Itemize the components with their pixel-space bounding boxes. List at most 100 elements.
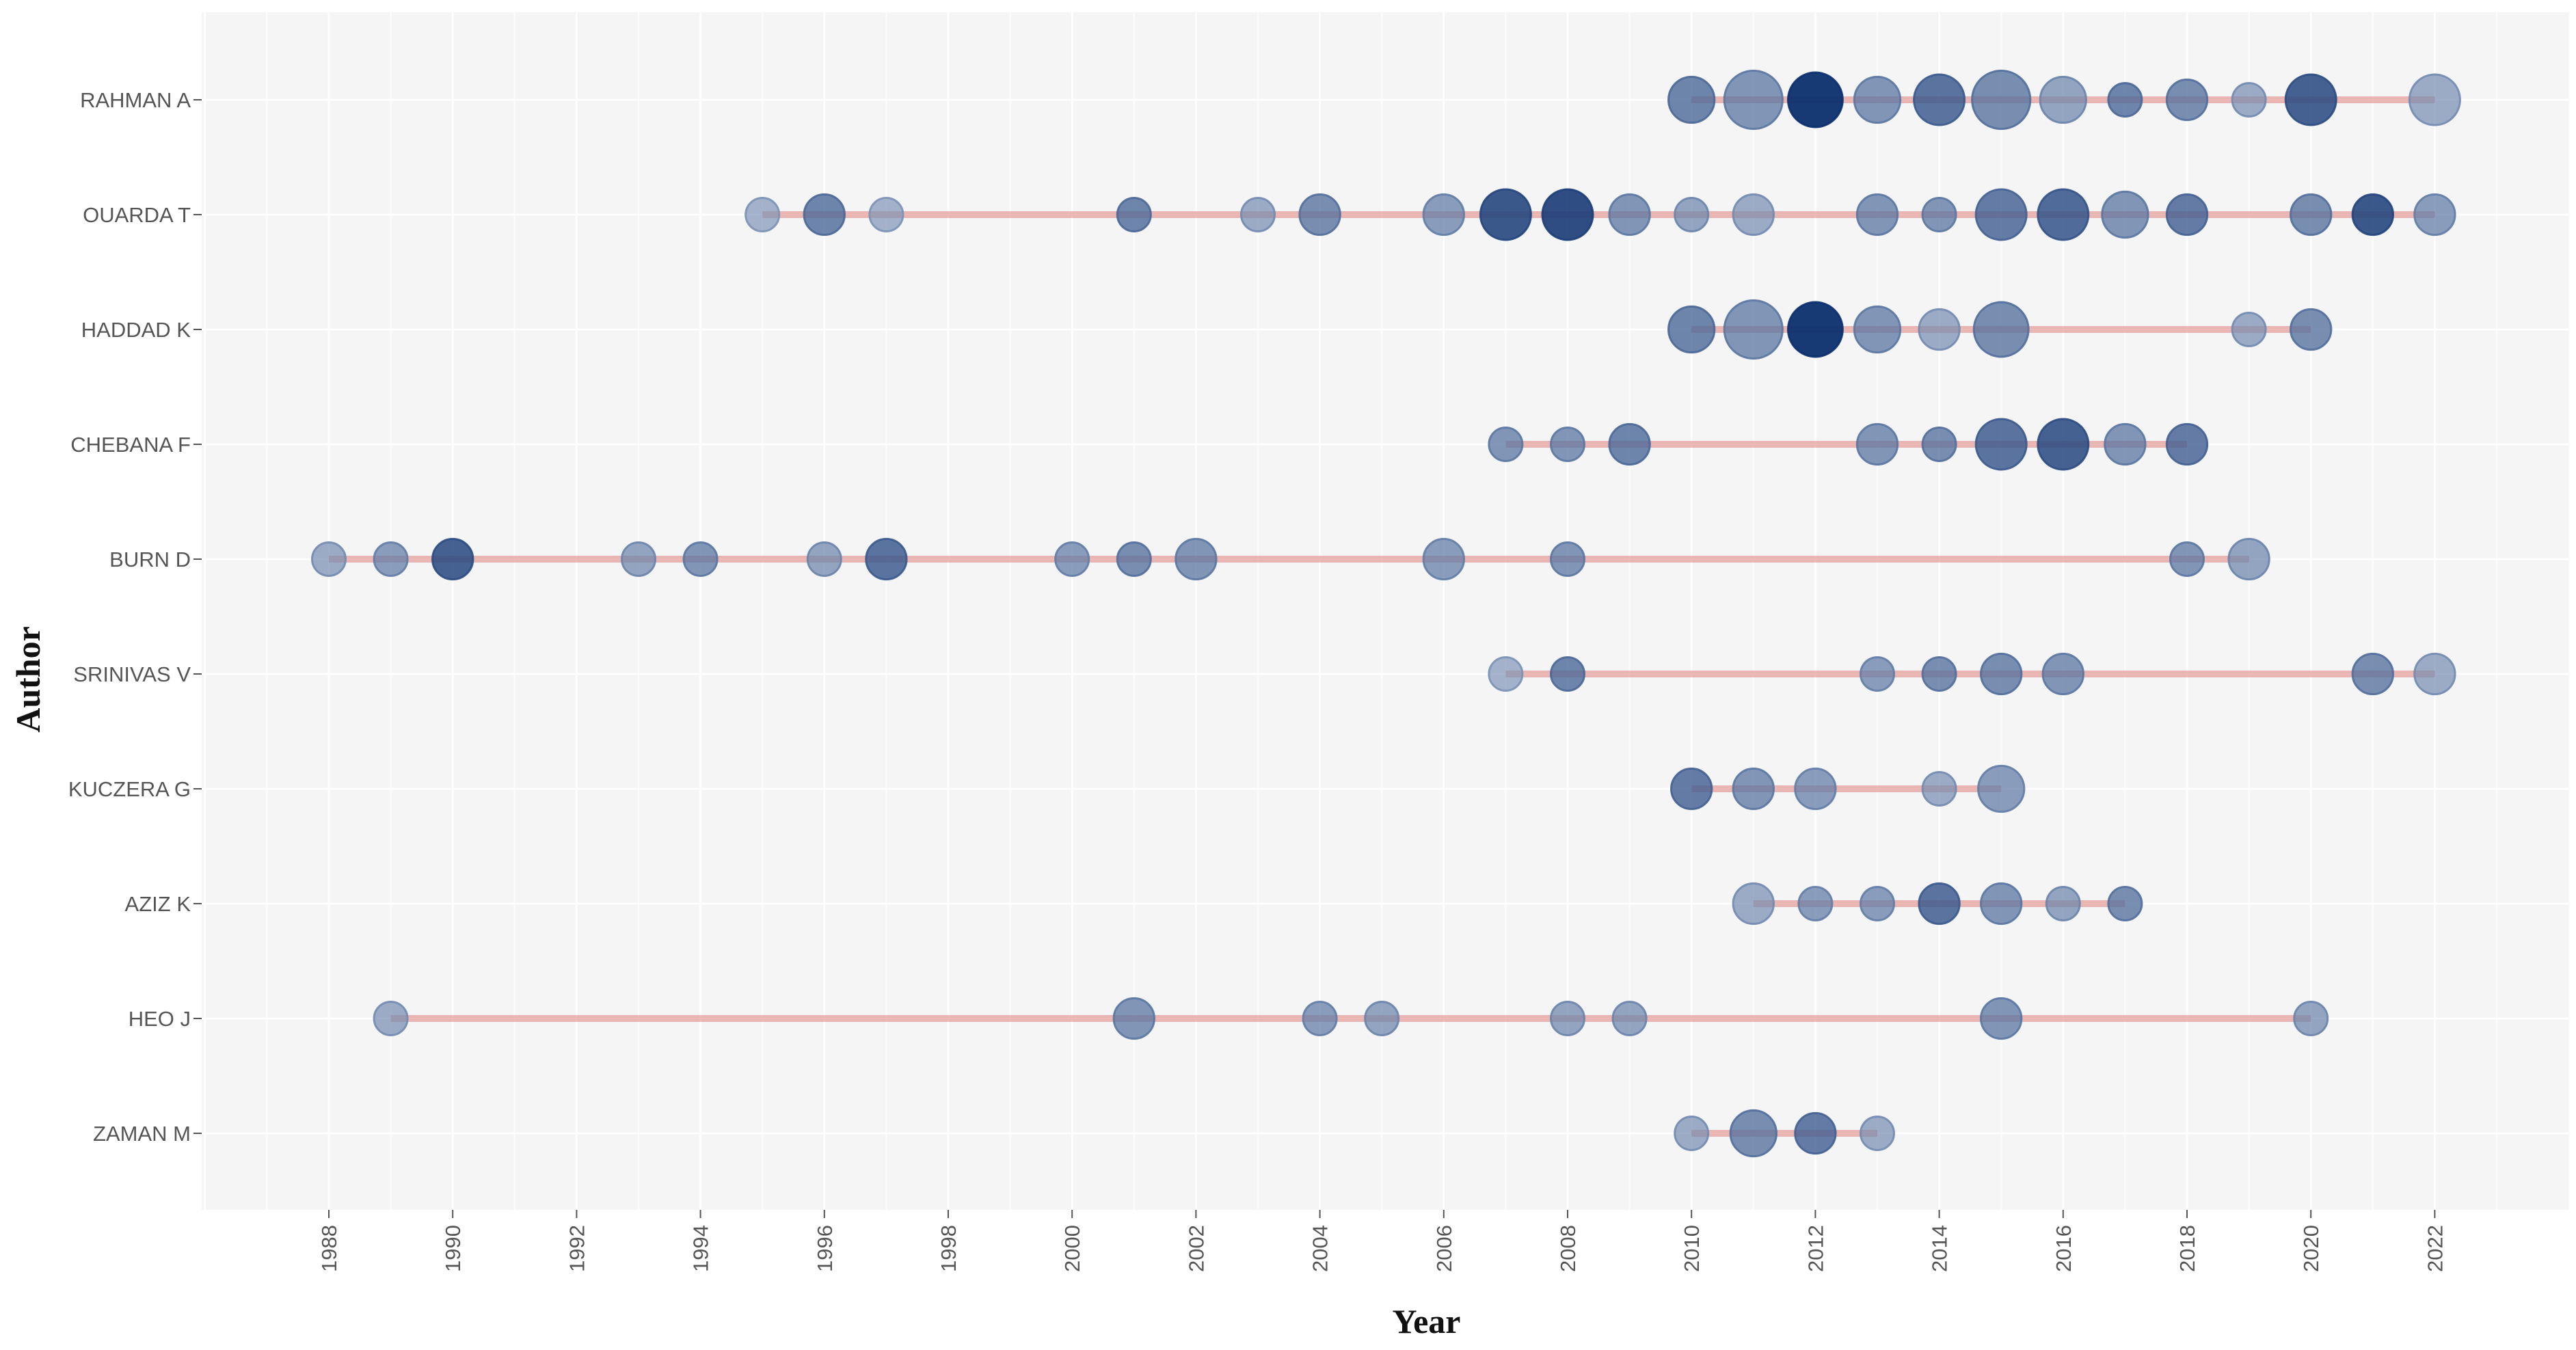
x-tick-label: 2000 xyxy=(1060,1225,1084,1272)
article-point xyxy=(431,537,474,581)
article-point xyxy=(2037,418,2090,471)
x-tick-label: 2020 xyxy=(2299,1225,2323,1272)
article-point xyxy=(2165,78,2209,122)
article-point xyxy=(2351,193,2394,237)
y-tick-label: KUCZERA G xyxy=(68,777,191,801)
article-point xyxy=(1855,422,1899,466)
article-point xyxy=(2107,82,2143,118)
article-point xyxy=(2231,82,2267,118)
article-point xyxy=(1674,197,1710,232)
article-point xyxy=(1550,427,1585,462)
article-point xyxy=(1921,427,1957,462)
article-point xyxy=(1298,193,1341,237)
y-tick-label: ZAMAN M xyxy=(93,1122,191,1146)
article-point xyxy=(2413,193,2456,237)
article-point xyxy=(1608,193,1651,237)
article-point xyxy=(2037,188,2090,241)
x-tick-label: 1994 xyxy=(689,1225,713,1272)
article-point xyxy=(1794,767,1837,811)
article-point xyxy=(1855,193,1899,237)
article-point xyxy=(1918,308,1961,351)
article-point xyxy=(311,541,347,577)
article-point xyxy=(1723,299,1784,360)
article-point xyxy=(1667,305,1716,354)
x-tick-label: 2022 xyxy=(2423,1225,2447,1272)
article-point xyxy=(1918,882,1961,926)
article-point xyxy=(1972,301,2030,358)
article-point xyxy=(1797,886,1834,921)
article-point xyxy=(1302,1001,1338,1036)
article-point xyxy=(1054,541,1090,577)
article-point xyxy=(2413,652,2456,696)
article-point xyxy=(2107,886,2143,921)
article-point xyxy=(868,197,904,232)
x-tick-label: 1992 xyxy=(565,1225,589,1272)
article-point xyxy=(682,541,719,577)
article-point xyxy=(373,1001,409,1036)
y-tick-label: SRINIVAS V xyxy=(73,662,191,686)
x-tick-label: 2008 xyxy=(1556,1225,1580,1272)
article-point xyxy=(1860,886,1895,921)
y-tick-label: HADDAD K xyxy=(81,318,191,342)
article-point xyxy=(1980,652,2023,696)
article-point xyxy=(1422,537,1465,581)
x-tick-label: 2012 xyxy=(1803,1225,1827,1272)
y-axis-labels: RAHMAN A OUARDA T HADDAD K CHEBANA F BURN D S… xyxy=(68,88,202,1146)
x-tick-label: 2002 xyxy=(1184,1225,1208,1272)
article-point xyxy=(1732,882,1775,926)
article-point xyxy=(2045,886,2081,921)
x-tick-label: 1988 xyxy=(317,1225,341,1272)
x-tick-label: 2018 xyxy=(2175,1225,2199,1272)
x-tick-label: 2014 xyxy=(1928,1225,1952,1272)
x-tick-label: 1990 xyxy=(441,1225,465,1272)
article-point xyxy=(1794,1111,1837,1155)
y-tick-label: CHEBANA F xyxy=(70,433,191,457)
article-point xyxy=(621,541,656,577)
article-points xyxy=(311,69,2461,1158)
article-point xyxy=(1550,1001,1585,1036)
article-point xyxy=(2293,1001,2329,1036)
article-point xyxy=(1116,541,1152,577)
article-point xyxy=(1541,188,1594,241)
article-point xyxy=(1974,418,2028,471)
article-point xyxy=(2101,190,2149,239)
article-point xyxy=(803,193,846,237)
x-axis-labels: 1988 1990 1992 1994 1996 1998 2000 2002 2004 2006… xyxy=(317,1210,2447,1272)
x-tick-label: 2006 xyxy=(1432,1225,1456,1272)
x-tick-label: 2010 xyxy=(1680,1225,1704,1272)
article-point xyxy=(2104,422,2147,466)
article-point xyxy=(2165,193,2209,237)
article-point xyxy=(1732,767,1775,811)
article-point xyxy=(1732,193,1775,237)
x-tick-label: 1998 xyxy=(937,1225,961,1272)
article-point xyxy=(1729,1109,1777,1158)
article-point xyxy=(373,541,409,577)
y-tick-label: HEO J xyxy=(129,1007,191,1031)
article-point xyxy=(2231,312,2267,347)
article-point xyxy=(744,197,781,232)
article-point xyxy=(1974,188,2028,241)
article-point xyxy=(2227,537,2270,581)
article-point xyxy=(2284,73,2337,126)
article-point xyxy=(1723,69,1784,131)
article-point xyxy=(1980,997,2023,1040)
article-point xyxy=(1786,301,1844,358)
article-point xyxy=(1550,541,1585,577)
article-point xyxy=(1971,69,2032,131)
article-point xyxy=(1479,188,1532,241)
article-point xyxy=(1611,1001,1648,1036)
article-point xyxy=(2041,652,2084,696)
article-point xyxy=(1786,71,1844,129)
article-point xyxy=(1921,197,1957,232)
article-point xyxy=(1977,764,2026,813)
x-axis-title: Year xyxy=(1393,1302,1461,1340)
article-point xyxy=(1921,771,1957,807)
y-tick-label: BURN D xyxy=(109,548,191,571)
article-point xyxy=(1364,1001,1400,1036)
y-axis-title: Author xyxy=(9,626,47,733)
article-point xyxy=(865,537,908,581)
article-point xyxy=(1608,422,1651,466)
article-point xyxy=(1550,656,1585,692)
article-point xyxy=(1240,197,1276,232)
